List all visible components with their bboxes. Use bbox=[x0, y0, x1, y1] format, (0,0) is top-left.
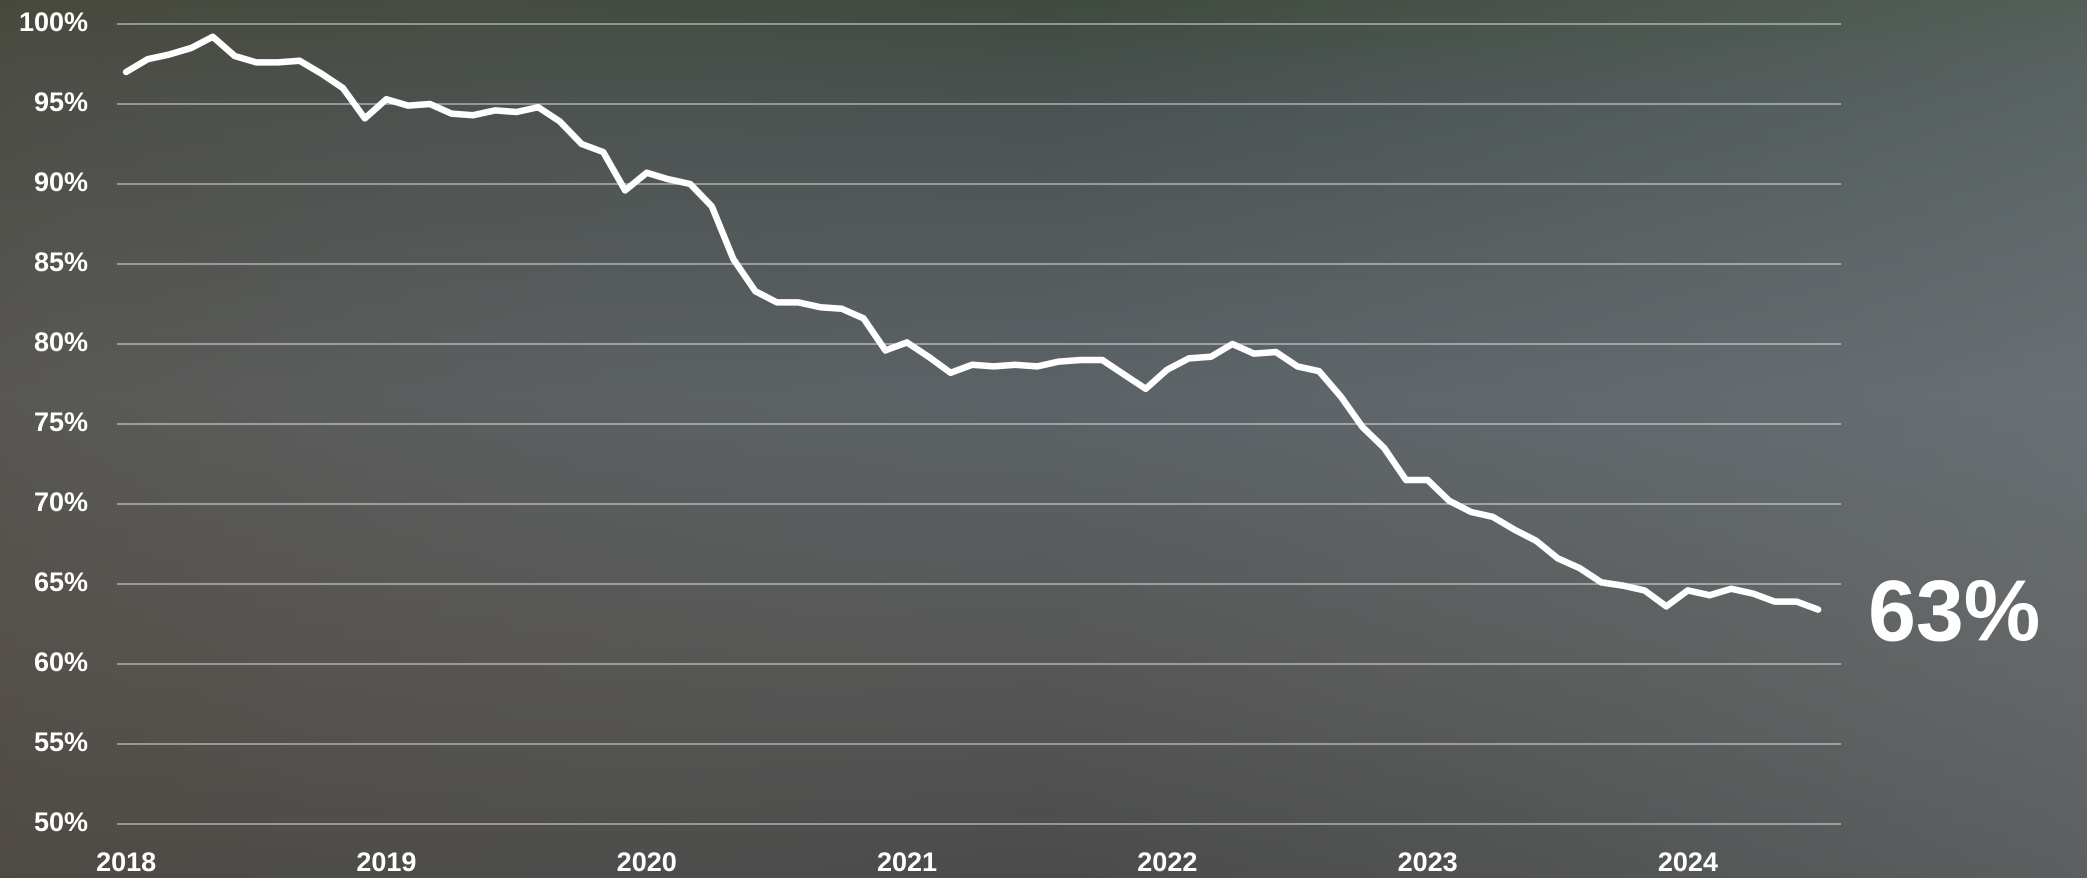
y-tick-label: 90% bbox=[34, 167, 88, 197]
y-tick-label: 100% bbox=[19, 7, 88, 37]
x-tick-label: 2020 bbox=[617, 847, 677, 877]
x-tick-label: 2023 bbox=[1398, 847, 1458, 877]
x-tick-label: 2019 bbox=[356, 847, 416, 877]
data-line bbox=[122, 33, 1822, 613]
x-tick-label: 2021 bbox=[877, 847, 937, 877]
y-tick-label: 70% bbox=[34, 487, 88, 517]
y-tick-label: 60% bbox=[34, 647, 88, 677]
y-tick-label: 80% bbox=[34, 327, 88, 357]
x-tick-label: 2018 bbox=[96, 847, 156, 877]
y-tick-label: 65% bbox=[34, 567, 88, 597]
y-tick-label: 95% bbox=[34, 87, 88, 117]
y-tick-label: 50% bbox=[34, 807, 88, 837]
y-tick-label: 85% bbox=[34, 247, 88, 277]
y-tick-label: 55% bbox=[34, 727, 88, 757]
y-tick-label: 75% bbox=[34, 407, 88, 437]
x-tick-label: 2024 bbox=[1658, 847, 1718, 877]
x-tick-label: 2022 bbox=[1137, 847, 1197, 877]
end-value-label: 63% bbox=[1868, 563, 2040, 659]
